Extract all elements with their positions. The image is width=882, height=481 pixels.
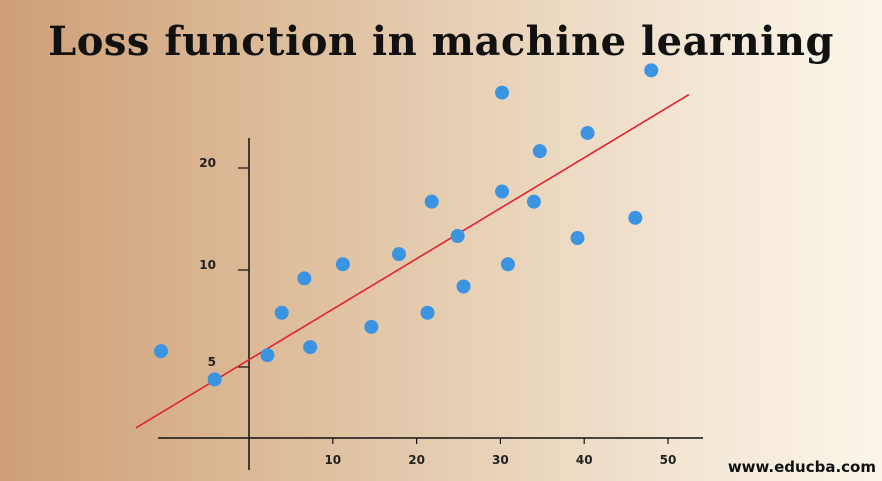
data-point [424,194,439,209]
data-point [420,305,435,320]
y-tick-label: 20 [199,156,216,170]
data-point [450,229,465,243]
y-tick-label: 10 [199,258,216,272]
watermark-text: www.educba.com [727,458,876,476]
data-point [526,194,541,209]
data-point [495,184,510,199]
data-point [274,305,289,320]
data-point [495,85,510,100]
data-point [532,144,547,159]
data-point [644,63,659,78]
x-tick-label: 50 [660,453,677,467]
chart-axes: 10 20 30 40 50 5 10 20 [158,138,703,470]
regression-line [135,93,690,429]
data-point [303,340,318,355]
data-point [335,257,350,272]
x-tick-label: 20 [408,453,425,467]
data-point [570,231,585,246]
data-point [364,319,379,334]
data-point [392,247,407,262]
data-point [500,257,515,272]
x-tick-label: 40 [576,453,593,467]
data-points [154,63,659,387]
data-point [456,279,471,294]
data-point [260,348,275,363]
page-title: Loss function in machine learning [48,18,834,65]
data-point [580,125,595,140]
data-point [154,344,169,359]
data-point [297,271,312,286]
x-tick-label: 30 [492,453,509,467]
data-point [207,372,222,387]
data-point [628,210,643,225]
x-tick-label: 10 [324,453,341,467]
y-tick-label: 5 [208,355,216,369]
regression-line-group [135,93,690,429]
